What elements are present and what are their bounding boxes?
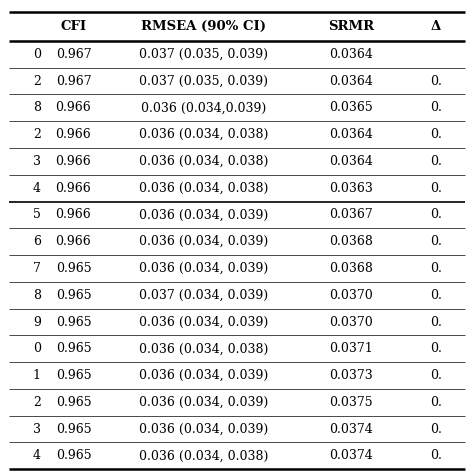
Text: 0.: 0. (430, 128, 442, 141)
Text: 0.036 (0.034, 0.039): 0.036 (0.034, 0.039) (139, 396, 268, 409)
Text: 0.: 0. (430, 342, 442, 356)
Text: 0.0364: 0.0364 (329, 48, 373, 61)
Text: 0.0370: 0.0370 (329, 289, 373, 302)
Text: 0.0368: 0.0368 (329, 235, 373, 248)
Text: 0.: 0. (430, 423, 442, 436)
Text: 0.036 (0.034, 0.039): 0.036 (0.034, 0.039) (139, 369, 268, 382)
Text: 0.: 0. (430, 182, 442, 195)
Text: 0.: 0. (430, 209, 442, 221)
Text: 0.965: 0.965 (55, 396, 91, 409)
Text: RMSEA (90% CI): RMSEA (90% CI) (141, 20, 266, 33)
Text: 0.965: 0.965 (55, 316, 91, 328)
Text: 0.: 0. (430, 235, 442, 248)
Text: 2: 2 (33, 74, 41, 88)
Text: 0.966: 0.966 (55, 182, 91, 195)
Text: 0.965: 0.965 (55, 342, 91, 356)
Text: 0.: 0. (430, 449, 442, 462)
Text: 0.966: 0.966 (55, 101, 91, 114)
Text: 8: 8 (33, 101, 41, 114)
Text: 0.0374: 0.0374 (329, 423, 373, 436)
Text: 0.: 0. (430, 155, 442, 168)
Text: 4: 4 (33, 449, 41, 462)
Text: 0.: 0. (430, 262, 442, 275)
Text: 0.036 (0.034, 0.039): 0.036 (0.034, 0.039) (139, 209, 268, 221)
Text: 3: 3 (33, 155, 41, 168)
Text: 0.036 (0.034, 0.038): 0.036 (0.034, 0.038) (139, 155, 268, 168)
Text: 8: 8 (33, 289, 41, 302)
Text: Δ: Δ (431, 20, 441, 33)
Text: 0.967: 0.967 (55, 74, 91, 88)
Text: 0.0364: 0.0364 (329, 74, 373, 88)
Text: 0.0374: 0.0374 (329, 449, 373, 462)
Text: 0: 0 (33, 342, 41, 356)
Text: 0.036 (0.034, 0.038): 0.036 (0.034, 0.038) (139, 128, 268, 141)
Text: 0.037 (0.034, 0.039): 0.037 (0.034, 0.039) (139, 289, 268, 302)
Text: 0.965: 0.965 (55, 423, 91, 436)
Text: 2: 2 (33, 396, 41, 409)
Text: 5: 5 (33, 209, 41, 221)
Text: 3: 3 (33, 423, 41, 436)
Text: 0.965: 0.965 (55, 262, 91, 275)
Text: 0.037 (0.035, 0.039): 0.037 (0.035, 0.039) (139, 74, 268, 88)
Text: 0.966: 0.966 (55, 209, 91, 221)
Text: 0.: 0. (430, 316, 442, 328)
Text: 0.967: 0.967 (55, 48, 91, 61)
Text: 0.0373: 0.0373 (329, 369, 373, 382)
Text: SRMR: SRMR (328, 20, 374, 33)
Text: 0.: 0. (430, 289, 442, 302)
Text: 0.036 (0.034,0.039): 0.036 (0.034,0.039) (141, 101, 266, 114)
Text: 0.965: 0.965 (55, 369, 91, 382)
Text: 0.036 (0.034, 0.039): 0.036 (0.034, 0.039) (139, 423, 268, 436)
Text: 0.036 (0.034, 0.038): 0.036 (0.034, 0.038) (139, 182, 268, 195)
Text: 0.0365: 0.0365 (329, 101, 373, 114)
Text: 6: 6 (33, 235, 41, 248)
Text: CFI: CFI (60, 20, 87, 33)
Text: 0.965: 0.965 (55, 289, 91, 302)
Text: 0.965: 0.965 (55, 449, 91, 462)
Text: 1: 1 (33, 369, 41, 382)
Text: 0.0367: 0.0367 (329, 209, 373, 221)
Text: 0.0364: 0.0364 (329, 155, 373, 168)
Text: 4: 4 (33, 182, 41, 195)
Text: 0.036 (0.034, 0.038): 0.036 (0.034, 0.038) (139, 449, 268, 462)
Text: 0.966: 0.966 (55, 128, 91, 141)
Text: 7: 7 (33, 262, 41, 275)
Text: 0.: 0. (430, 369, 442, 382)
Text: 0.0375: 0.0375 (329, 396, 373, 409)
Text: 0.036 (0.034, 0.038): 0.036 (0.034, 0.038) (139, 342, 268, 356)
Text: 0.0370: 0.0370 (329, 316, 373, 328)
Text: 0.0363: 0.0363 (329, 182, 373, 195)
Text: 0.036 (0.034, 0.039): 0.036 (0.034, 0.039) (139, 316, 268, 328)
Text: 0.: 0. (430, 396, 442, 409)
Text: 0.: 0. (430, 101, 442, 114)
Text: 0.966: 0.966 (55, 235, 91, 248)
Text: 0.037 (0.035, 0.039): 0.037 (0.035, 0.039) (139, 48, 268, 61)
Text: 0.0364: 0.0364 (329, 128, 373, 141)
Text: 0.0371: 0.0371 (329, 342, 373, 356)
Text: 0.036 (0.034, 0.039): 0.036 (0.034, 0.039) (139, 235, 268, 248)
Text: 9: 9 (33, 316, 41, 328)
Text: 0.: 0. (430, 74, 442, 88)
Text: 0.966: 0.966 (55, 155, 91, 168)
Text: 0.0368: 0.0368 (329, 262, 373, 275)
Text: 0: 0 (33, 48, 41, 61)
Text: 0.036 (0.034, 0.039): 0.036 (0.034, 0.039) (139, 262, 268, 275)
Text: 2: 2 (33, 128, 41, 141)
